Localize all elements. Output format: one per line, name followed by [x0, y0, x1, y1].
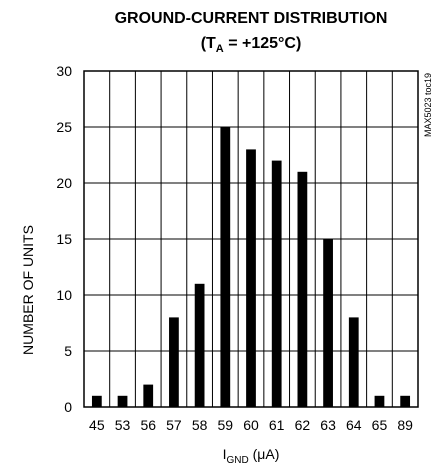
- x-axis-label: IGND (μA): [223, 446, 280, 466]
- bar-61: [271, 160, 282, 407]
- x-tick-label: 61: [269, 417, 285, 433]
- bar-64: [348, 317, 359, 407]
- bar-53: [117, 395, 128, 407]
- y-tick-label: 20: [56, 175, 72, 191]
- bar-63: [323, 239, 333, 407]
- x-tick-label: 60: [243, 417, 259, 433]
- x-tick-label: 89: [397, 417, 413, 433]
- y-tick-label: 5: [64, 343, 72, 359]
- grid: [84, 71, 418, 407]
- x-tick-labels: 45 53 56 57 58 59 60 61 62 63 64 65 89: [89, 417, 413, 433]
- x-tick-label: 58: [192, 417, 208, 433]
- bar-57: [169, 317, 179, 407]
- bar-56: [143, 384, 154, 407]
- x-tick-label: 53: [115, 417, 131, 433]
- x-tick-label: 59: [218, 417, 234, 433]
- bars: [91, 127, 411, 407]
- y-tick-labels: 0 5 10 15 20 25 30: [56, 63, 72, 415]
- bar-58: [194, 283, 205, 407]
- x-tick-label: 62: [295, 417, 311, 433]
- bar-59: [220, 127, 231, 407]
- x-tick-label: 56: [140, 417, 156, 433]
- x-tick-label: 63: [320, 417, 336, 433]
- x-tick-label: 64: [346, 417, 362, 433]
- chart-title: GROUND-CURRENT DISTRIBUTION: [115, 10, 388, 27]
- y-tick-label: 0: [64, 399, 72, 415]
- bar-45: [91, 395, 102, 407]
- bar-65: [374, 395, 385, 407]
- x-tick-label: 65: [372, 417, 388, 433]
- y-axis-label: NUMBER OF UNITS: [20, 225, 36, 355]
- y-tick-label: 10: [56, 287, 72, 303]
- y-tick-label: 15: [56, 231, 72, 247]
- x-tick-label: 57: [166, 417, 182, 433]
- y-tick-label: 25: [56, 119, 72, 135]
- chart-subtitle: (TA = +125°C): [201, 35, 302, 55]
- bar-62: [297, 171, 308, 407]
- bar-60: [246, 149, 256, 407]
- y-tick-label: 30: [56, 63, 72, 79]
- figure-code: MAX5023 toc19: [423, 73, 433, 137]
- x-tick-label: 45: [89, 417, 105, 433]
- bar-89: [400, 395, 411, 407]
